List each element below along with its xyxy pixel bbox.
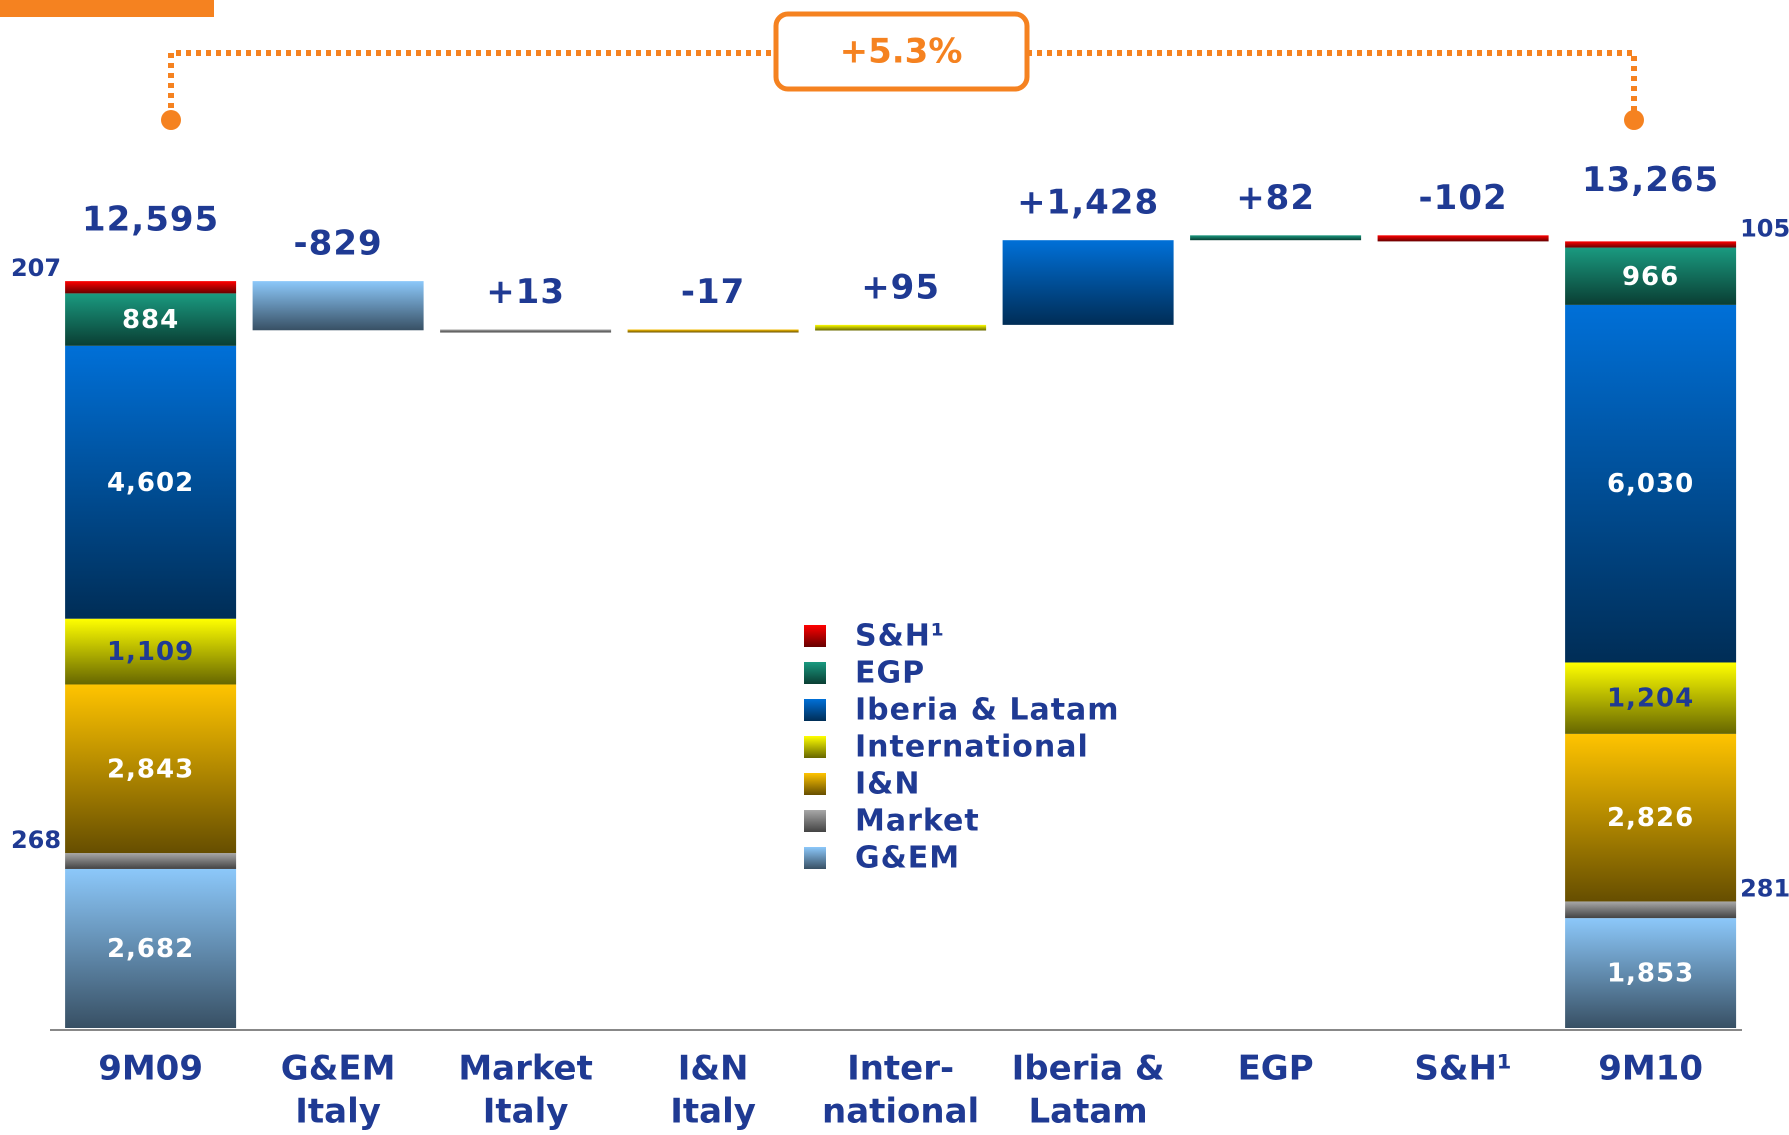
legend-label: EGP (855, 656, 925, 691)
delta-bar (1377, 235, 1549, 242)
legend-label: I&N (855, 767, 920, 802)
bracket (168, 50, 1637, 118)
bar-segment (65, 684, 237, 854)
total-label: 13,265 (1582, 160, 1719, 200)
segment-label: 884 (122, 305, 179, 335)
delta-bar (627, 329, 799, 333)
segment-label: 6,030 (1607, 469, 1694, 499)
x-tick-label: Italy (483, 1092, 569, 1132)
legend-swatch (804, 662, 826, 684)
bar-segment (65, 281, 237, 294)
legend-swatch (804, 773, 826, 795)
x-tick-label: Italy (295, 1092, 381, 1132)
x-tick-label: Latam (1028, 1092, 1147, 1132)
delta-label: -17 (681, 272, 745, 312)
delta-bar (1002, 240, 1174, 325)
delta-bar (252, 281, 424, 331)
segment-label: 1,853 (1607, 959, 1694, 989)
segment-label: 2,682 (107, 934, 194, 964)
legend-label: Market (855, 804, 980, 839)
x-tick-label: G&EM (281, 1049, 396, 1089)
delta-label: -829 (294, 224, 383, 264)
bar-segment (65, 868, 237, 1028)
legend-label: G&EM (855, 841, 960, 876)
bar-segment (1565, 304, 1737, 663)
legend-swatch (804, 699, 826, 721)
segment-label: 105 (1740, 214, 1789, 242)
segment-label: 966 (1622, 262, 1679, 292)
delta-label: -102 (1419, 178, 1508, 218)
corner-accent (0, 0, 214, 17)
legend-swatch (804, 810, 826, 832)
legend-swatch (804, 625, 826, 647)
bar-segment (1565, 733, 1737, 902)
legend-label: S&H¹ (855, 619, 945, 654)
delta-bar (815, 324, 987, 331)
segment-label: 2,843 (107, 754, 194, 784)
annotation-box (773, 11, 1030, 92)
delta-label: +1,428 (1017, 183, 1159, 223)
bar-segment (1565, 918, 1737, 1028)
bar-segment (65, 853, 237, 869)
bar-segment (1565, 662, 1737, 734)
segment-label: 4,602 (107, 468, 194, 498)
x-tick-label: Iberia & (1012, 1049, 1165, 1089)
bracket-end (1624, 110, 1644, 130)
bracket-end (161, 110, 181, 130)
x-tick-label: S&H¹ (1414, 1049, 1511, 1089)
delta-bar (1190, 235, 1362, 241)
x-tick-label: national (822, 1092, 979, 1132)
bar-segment (65, 345, 237, 619)
segment-label: 1,204 (1607, 684, 1694, 714)
segment-label: 2,826 (1607, 803, 1694, 833)
x-tick-label: Market (458, 1049, 593, 1089)
legend-label: Iberia & Latam (855, 693, 1120, 728)
delta-label: +13 (486, 272, 565, 312)
legend-swatch (804, 736, 826, 758)
bar-segment (65, 293, 237, 346)
delta-label: +95 (861, 267, 940, 307)
bar-segment (1565, 247, 1737, 305)
delta-label: +82 (1236, 178, 1315, 218)
x-tick-label: Italy (670, 1092, 756, 1132)
x-tick-label: EGP (1238, 1049, 1314, 1089)
x-tick-label: Inter- (847, 1049, 954, 1089)
legend-label: International (855, 730, 1089, 765)
legend-swatch (804, 847, 826, 869)
bar-segment (1565, 901, 1737, 919)
x-tick-label: I&N (678, 1049, 749, 1089)
bar-segment (1565, 241, 1737, 248)
x-tick-label: 9M10 (1598, 1049, 1703, 1089)
annotation: +5.3% (840, 32, 963, 72)
bar-segment (65, 618, 237, 685)
segment-label: 281 (1740, 874, 1789, 902)
segment-label: 268 (11, 826, 61, 854)
total-label: 12,595 (82, 200, 219, 240)
segment-label: 1,109 (107, 637, 194, 667)
x-tick-label: 9M09 (98, 1049, 203, 1089)
delta-bar (440, 329, 612, 333)
segment-label: 207 (11, 254, 61, 282)
